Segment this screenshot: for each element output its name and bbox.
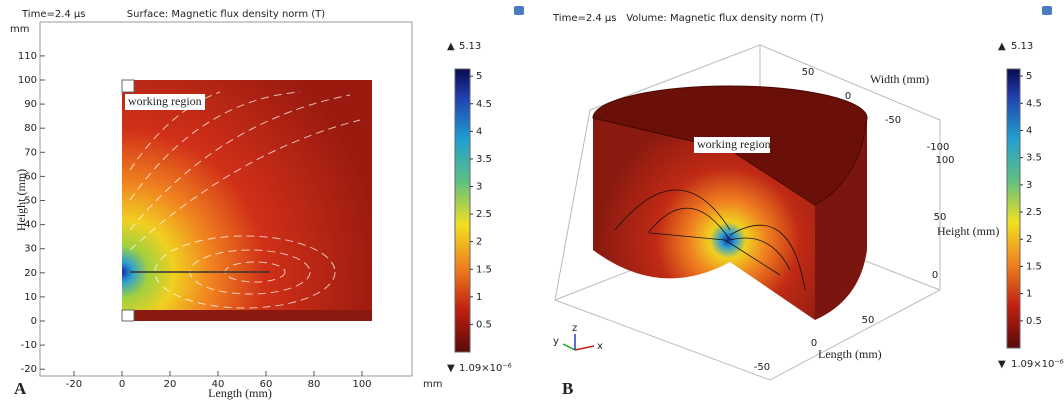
cb-max: 5.13 xyxy=(459,41,481,52)
cb-tick-label: 2.5 xyxy=(1026,207,1042,218)
annotation: working region xyxy=(128,94,202,108)
body-side xyxy=(815,118,867,320)
y-tick-label: 80 xyxy=(24,123,37,134)
length-tick-label: 0 xyxy=(811,338,817,349)
y-tick-label: 100 xyxy=(18,75,37,86)
cb-min: 1.09×10⁻⁶ xyxy=(1011,359,1064,370)
triad-label: y xyxy=(553,336,559,347)
x-tick-label: 60 xyxy=(260,379,273,390)
length-tick-label: -50 xyxy=(754,362,770,373)
y-tick-label: 20 xyxy=(24,268,37,279)
cb-tick-label: 5 xyxy=(1026,71,1032,82)
cb-tick-label: 2.5 xyxy=(476,209,492,220)
x-tick-label: 100 xyxy=(352,379,371,390)
cb-tick-label: 0.5 xyxy=(1026,316,1042,327)
cb-tick-label: 3.5 xyxy=(1026,153,1042,164)
field-domain xyxy=(122,80,372,321)
annotation-box xyxy=(694,137,770,153)
cb-tick-label: 3.5 xyxy=(476,154,492,165)
triad xyxy=(562,334,595,351)
cb-tick-label: 4 xyxy=(476,126,482,137)
time: Time=2.4 µs xyxy=(552,13,617,24)
annotation: working region xyxy=(697,137,771,151)
height-tick-label: 0 xyxy=(932,270,938,281)
triad-label: x xyxy=(597,341,603,352)
x-axis-label: Length (mm) xyxy=(208,386,272,400)
icon xyxy=(514,6,524,15)
y-tick-label: 10 xyxy=(24,292,37,303)
width-tick-label: 0 xyxy=(845,91,851,102)
unit: mm xyxy=(10,24,29,35)
bottom-plate xyxy=(134,310,372,321)
cb-tick-label: 3 xyxy=(476,182,482,193)
cb-tick-label: 5 xyxy=(476,71,482,82)
width-tick-label: -50 xyxy=(885,115,901,126)
title: Surface: Magnetic flux density norm (T) xyxy=(127,9,326,20)
length-axis-label: Length (mm) xyxy=(818,347,882,361)
cb-tick-label: 0.5 xyxy=(476,319,492,330)
colorbar xyxy=(1006,68,1021,349)
width-axis-label: Width (mm) xyxy=(870,72,929,86)
width-tick-label: 50 xyxy=(802,67,815,78)
cb-tick-label: 2 xyxy=(476,237,482,248)
y-tick-label: -10 xyxy=(21,340,37,351)
cb-min: 1.09×10⁻⁶ xyxy=(459,363,512,374)
field-lines xyxy=(614,189,806,291)
x-tick-label: 0 xyxy=(119,379,125,390)
cb-tick-label: 1.5 xyxy=(1026,261,1042,272)
corner xyxy=(121,79,135,93)
y-tick-label: 60 xyxy=(24,171,37,182)
cut-face xyxy=(593,118,730,279)
cb-tick-label: 1.5 xyxy=(476,264,492,275)
height-axis-label: Height (mm) xyxy=(937,224,999,238)
unit: mm xyxy=(423,379,442,390)
height-tick-label: 100 xyxy=(935,155,954,166)
y-tick-label: 0 xyxy=(31,316,37,327)
y-tick-label: 50 xyxy=(24,196,37,207)
icon xyxy=(1042,6,1052,15)
cb-tick-label: 1 xyxy=(476,292,482,303)
height-tick-label: 50 xyxy=(934,212,947,223)
triad-label: z xyxy=(572,323,577,334)
y-tick-label: 70 xyxy=(24,147,37,158)
cb-tick-label: 2 xyxy=(1026,234,1032,245)
x-tick-label: 80 xyxy=(308,379,321,390)
cb-tick-label: 4.5 xyxy=(476,99,492,110)
panel-label: A xyxy=(14,379,27,398)
cb-tick-label: 4 xyxy=(1026,125,1032,136)
y-tick-label: 30 xyxy=(24,244,37,255)
cb-min-arrow: ▼ xyxy=(998,359,1006,370)
cb-max-arrow: ▲ xyxy=(998,41,1006,52)
y-tick-label: 40 xyxy=(24,220,37,231)
title: Volume: Magnetic flux density norm (T) xyxy=(626,13,824,24)
panel-label: B xyxy=(562,379,573,398)
cb-max: 5.13 xyxy=(1011,41,1033,52)
cb-tick-label: 1 xyxy=(1026,289,1032,300)
x-tick-label: -20 xyxy=(66,379,82,390)
length-tick-label: 50 xyxy=(862,315,875,326)
time: Time=2.4 µs xyxy=(21,9,86,20)
y-tick-label: 110 xyxy=(18,51,37,62)
cut-face xyxy=(730,150,815,320)
cb-tick-label: 3 xyxy=(1026,180,1032,191)
cb-max-arrow: ▲ xyxy=(447,41,455,52)
y-tick-label: -20 xyxy=(21,364,37,375)
y-axis-label: Height (mm) xyxy=(14,169,28,231)
corner xyxy=(121,309,135,322)
cb-min-arrow: ▼ xyxy=(447,363,455,374)
annotation-box xyxy=(125,94,205,110)
colorbar xyxy=(454,68,471,353)
width-tick-label: -100 xyxy=(927,142,950,153)
cb-tick-label: 4.5 xyxy=(1026,98,1042,109)
x-tick-label: 40 xyxy=(212,379,225,390)
y-tick-label: 90 xyxy=(24,99,37,110)
x-tick-label: 20 xyxy=(164,379,177,390)
